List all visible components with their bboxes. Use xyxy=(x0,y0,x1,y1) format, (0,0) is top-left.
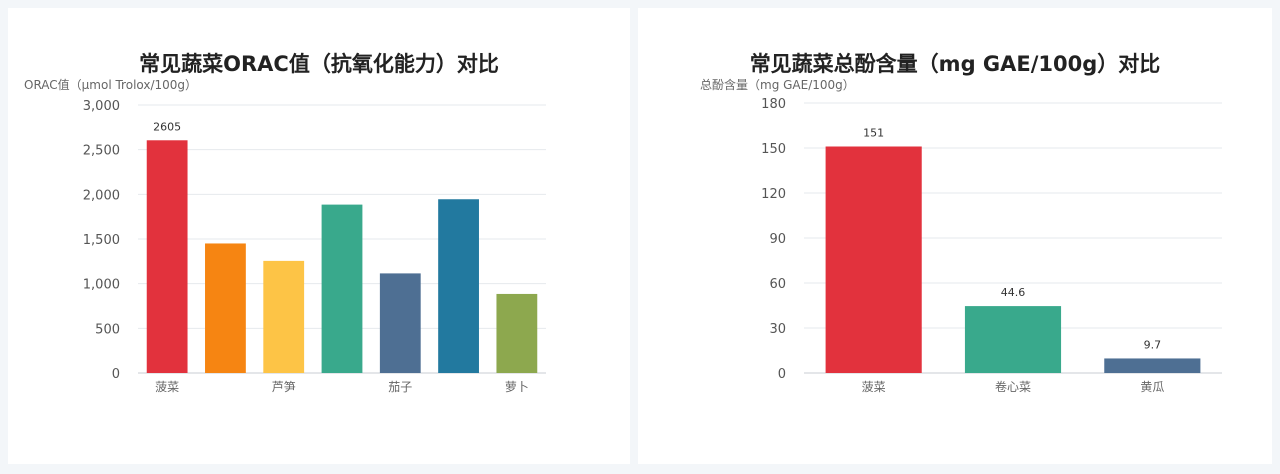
x-tick-label: 卷心菜 xyxy=(995,379,1031,394)
y-tick-label: 90 xyxy=(769,232,786,247)
y-tick-label: 2,000 xyxy=(83,188,120,203)
y-tick-label: 60 xyxy=(769,277,786,292)
chart-title: 常见蔬菜ORAC值（抗氧化能力）对比 xyxy=(139,52,499,76)
y-tick-label: 1,000 xyxy=(83,278,120,293)
x-tick-label: 菠菜 xyxy=(862,380,886,394)
data-label: 9.7 xyxy=(1144,338,1162,351)
y-tick-label: 150 xyxy=(761,142,786,157)
bar xyxy=(263,260,305,373)
data-label: 151 xyxy=(863,127,884,140)
bar xyxy=(379,273,421,373)
orac-bar-chart: 0 500 1,000 1,500 2,000 2,500 3,000 2605 菠菜 芦笋 茄子 萝… xyxy=(83,99,546,394)
chart-title: 常见蔬菜总酚含量（mg GAE/100g）对比 xyxy=(749,52,1161,76)
y-axis-label: ORAC值（μmol Trolox/100g） xyxy=(24,78,198,92)
bar xyxy=(205,243,246,373)
bar xyxy=(1104,358,1201,373)
bar xyxy=(146,140,188,373)
x-tick-label: 茄子 xyxy=(388,380,412,394)
x-tick-label: 萝卜 xyxy=(505,380,529,394)
phenol-chart-panel: 常见蔬菜总酚含量（mg GAE/100g）对比 总酚含量（mg GAE/100g… xyxy=(638,8,1272,464)
data-label: 44.6 xyxy=(1001,286,1026,299)
orac-chart-panel: 常见蔬菜ORAC值（抗氧化能力）对比 ORAC值（μmol Trolox/100… xyxy=(8,8,630,464)
bar xyxy=(496,293,538,373)
y-axis-label: 总酚含量（mg GAE/100g） xyxy=(700,78,855,92)
y-tick-label: 1,500 xyxy=(83,233,120,248)
phenol-bar-chart: 0 30 60 90 120 150 180 151 菠菜 44.6 卷心菜 9.7 黄瓜 xyxy=(761,97,1222,394)
y-tick-label: 0 xyxy=(112,367,120,382)
bar xyxy=(321,204,363,373)
y-tick-label: 500 xyxy=(95,322,120,337)
y-tick-label: 0 xyxy=(778,367,786,382)
y-tick-label: 2,500 xyxy=(83,144,120,159)
x-tick-label: 黄瓜 xyxy=(1140,380,1164,394)
y-tick-label: 120 xyxy=(761,187,786,202)
bar xyxy=(825,146,922,373)
bar xyxy=(964,306,1062,373)
y-tick-label: 30 xyxy=(769,322,786,337)
x-tick-label: 菠菜 xyxy=(155,380,179,394)
y-tick-label: 180 xyxy=(761,97,786,112)
bar xyxy=(438,199,479,373)
x-tick-label: 芦笋 xyxy=(272,379,296,394)
data-label: 2605 xyxy=(153,120,181,133)
y-tick-label: 3,000 xyxy=(83,99,120,114)
